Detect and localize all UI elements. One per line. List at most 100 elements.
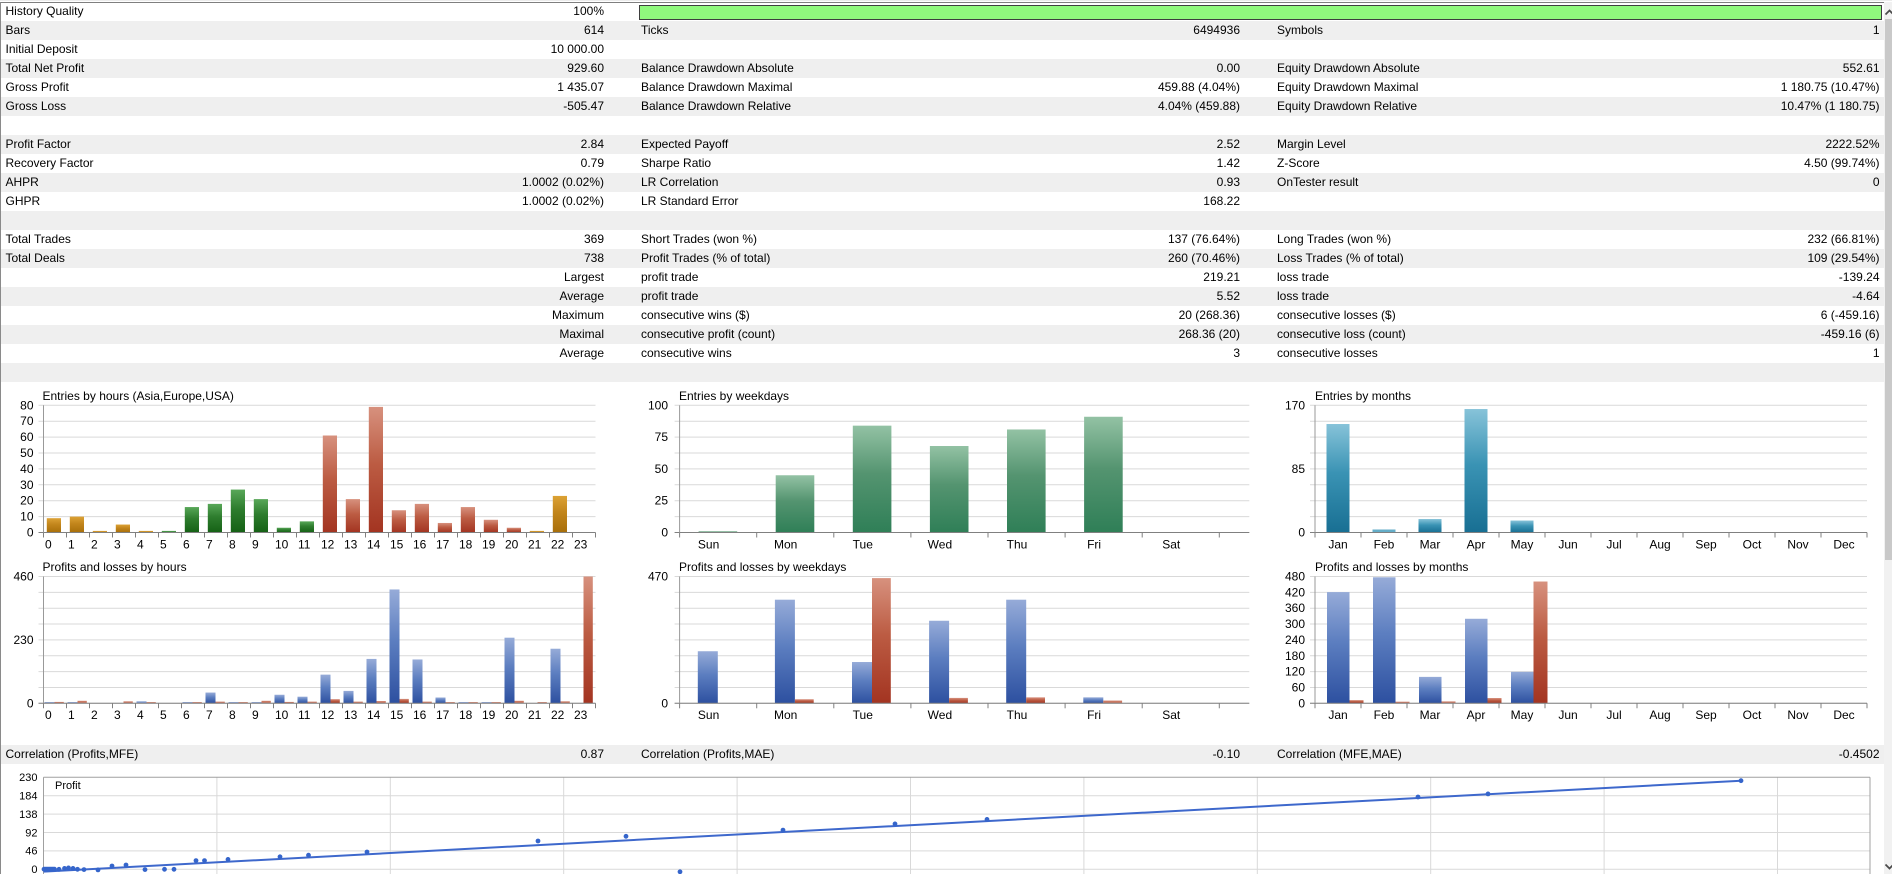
svg-text:18: 18: [459, 538, 473, 552]
svg-text:Wed: Wed: [928, 708, 952, 722]
svg-text:8: 8: [229, 538, 236, 552]
svg-text:Fri: Fri: [1087, 708, 1101, 722]
svg-text:Oct: Oct: [1743, 538, 1762, 552]
svg-text:Jul: Jul: [1606, 538, 1621, 552]
svg-text:5: 5: [160, 538, 167, 552]
svg-text:0: 0: [661, 696, 668, 710]
svg-text:14: 14: [367, 538, 381, 552]
svg-text:Profits and losses by months: Profits and losses by months: [1315, 560, 1468, 574]
svg-text:23: 23: [574, 538, 588, 552]
svg-text:Feb: Feb: [1374, 708, 1395, 722]
svg-text:7: 7: [206, 538, 213, 552]
svg-text:180: 180: [1285, 649, 1305, 663]
svg-text:0: 0: [31, 864, 37, 874]
svg-text:15: 15: [390, 708, 404, 722]
svg-text:1: 1: [68, 708, 75, 722]
svg-text:Dec: Dec: [1833, 708, 1854, 722]
svg-text:480: 480: [1285, 570, 1305, 584]
svg-text:360: 360: [1285, 601, 1305, 615]
svg-text:Tue: Tue: [853, 708, 874, 722]
svg-text:470: 470: [648, 570, 668, 584]
svg-text:Nov: Nov: [1787, 538, 1808, 552]
svg-text:14: 14: [367, 708, 381, 722]
svg-text:Fri: Fri: [1087, 538, 1101, 552]
svg-text:0: 0: [1298, 526, 1305, 540]
svg-text:120: 120: [1285, 665, 1305, 679]
svg-text:11: 11: [298, 708, 311, 722]
svg-text:Entries by hours (Asia,Europe,: Entries by hours (Asia,Europe,USA): [43, 389, 234, 403]
svg-text:19: 19: [482, 538, 496, 552]
svg-text:Mon: Mon: [774, 708, 797, 722]
svg-text:Thu: Thu: [1007, 708, 1028, 722]
svg-text:12: 12: [321, 538, 335, 552]
svg-text:20: 20: [505, 538, 519, 552]
svg-text:Thu: Thu: [1007, 538, 1028, 552]
svg-text:Sat: Sat: [1162, 538, 1181, 552]
svg-text:46: 46: [25, 846, 37, 858]
svg-text:420: 420: [1285, 585, 1305, 599]
svg-text:20: 20: [505, 708, 519, 722]
svg-text:Jan: Jan: [1328, 538, 1347, 552]
svg-text:Sep: Sep: [1695, 708, 1717, 722]
svg-text:0: 0: [45, 538, 52, 552]
svg-text:40: 40: [20, 462, 34, 476]
svg-text:80: 80: [20, 398, 34, 412]
svg-text:Mon: Mon: [774, 538, 797, 552]
svg-text:10: 10: [275, 538, 289, 552]
svg-text:Wed: Wed: [928, 538, 952, 552]
svg-text:92: 92: [25, 827, 37, 839]
svg-text:Jan: Jan: [1328, 708, 1347, 722]
svg-text:13: 13: [344, 708, 358, 722]
svg-text:Entries by weekdays: Entries by weekdays: [679, 389, 789, 403]
svg-text:May: May: [1511, 538, 1534, 552]
svg-text:240: 240: [1285, 633, 1305, 647]
svg-text:May: May: [1511, 708, 1534, 722]
svg-text:9: 9: [252, 708, 259, 722]
svg-text:Mar: Mar: [1420, 538, 1441, 552]
svg-text:0: 0: [1298, 696, 1305, 710]
svg-text:15: 15: [390, 538, 404, 552]
svg-text:Apr: Apr: [1467, 538, 1486, 552]
svg-text:Dec: Dec: [1833, 538, 1854, 552]
svg-text:25: 25: [655, 494, 669, 508]
svg-text:Jun: Jun: [1558, 708, 1577, 722]
svg-text:3: 3: [114, 708, 121, 722]
svg-text:Aug: Aug: [1649, 708, 1670, 722]
svg-text:21: 21: [528, 708, 542, 722]
svg-text:60: 60: [1292, 680, 1306, 694]
svg-text:3: 3: [114, 538, 121, 552]
svg-text:8: 8: [229, 708, 236, 722]
svg-text:Feb: Feb: [1374, 538, 1395, 552]
svg-text:50: 50: [20, 446, 34, 460]
svg-text:0: 0: [27, 696, 34, 710]
svg-text:Sat: Sat: [1162, 708, 1181, 722]
svg-text:12: 12: [321, 708, 335, 722]
svg-text:22: 22: [551, 538, 565, 552]
svg-text:23: 23: [574, 708, 588, 722]
svg-text:2: 2: [91, 538, 98, 552]
svg-text:10: 10: [275, 708, 289, 722]
svg-text:60: 60: [20, 430, 34, 444]
svg-text:70: 70: [20, 414, 34, 428]
svg-text:Aug: Aug: [1649, 538, 1670, 552]
svg-text:11: 11: [298, 538, 311, 552]
svg-text:Sep: Sep: [1695, 538, 1717, 552]
svg-text:138: 138: [19, 809, 37, 821]
svg-text:Mar: Mar: [1420, 708, 1441, 722]
svg-text:4: 4: [137, 708, 144, 722]
svg-text:Profits and losses by hours: Profits and losses by hours: [43, 560, 187, 574]
svg-text:Jul: Jul: [1606, 708, 1621, 722]
svg-text:20: 20: [20, 494, 34, 508]
svg-text:19: 19: [482, 708, 496, 722]
svg-text:0: 0: [45, 708, 52, 722]
svg-text:50: 50: [655, 462, 669, 476]
svg-text:Oct: Oct: [1743, 708, 1762, 722]
svg-text:4: 4: [137, 538, 144, 552]
svg-text:230: 230: [19, 772, 37, 784]
svg-text:1: 1: [68, 538, 75, 552]
svg-text:9: 9: [252, 538, 259, 552]
svg-text:17: 17: [436, 708, 450, 722]
svg-text:Profit: Profit: [55, 780, 81, 792]
svg-text:18: 18: [459, 708, 473, 722]
svg-text:Jun: Jun: [1558, 538, 1577, 552]
